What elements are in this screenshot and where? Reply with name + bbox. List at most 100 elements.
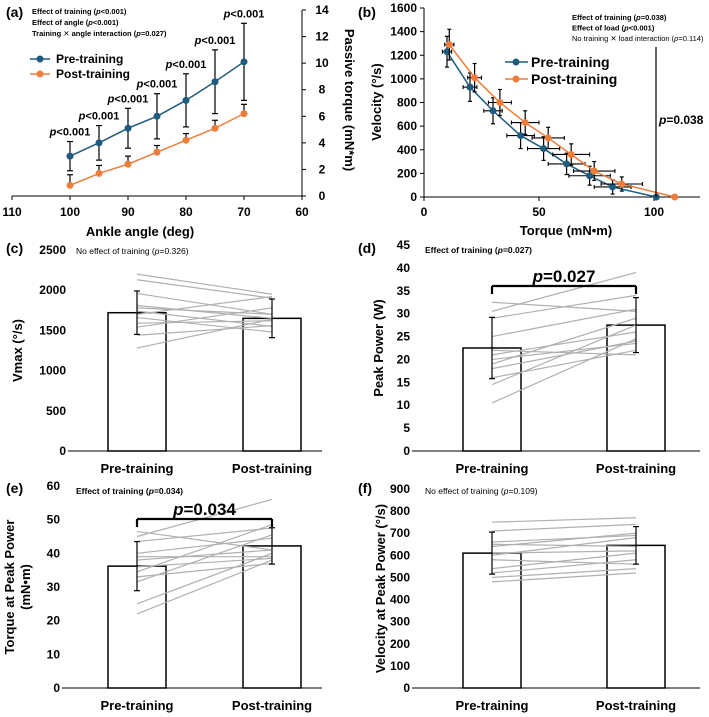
individual-subject-lines — [491, 517, 637, 583]
panel-label: (d) — [358, 240, 376, 256]
data-point — [153, 148, 161, 156]
stats-text: No effect of training (p=0.109) — [425, 486, 538, 496]
p-value-annotation: p<0.001 — [49, 127, 91, 139]
legend-marker — [36, 70, 44, 78]
p-value-annotation: p<0.001 — [194, 35, 236, 47]
panel-label: (c) — [6, 240, 23, 256]
data-point — [521, 119, 529, 127]
series-pre-training — [441, 35, 660, 201]
data-point — [445, 41, 453, 49]
panel-label: (f) — [358, 480, 372, 496]
y-tick-label: 5 — [403, 421, 410, 435]
individual-line — [136, 273, 273, 295]
bar-pre-training — [462, 552, 522, 689]
data-point — [563, 160, 571, 168]
y-tick-label: 800 — [397, 96, 417, 110]
x-tick-label: 60 — [295, 205, 309, 219]
y-tick-label: 30 — [397, 307, 411, 321]
significance-bracket — [490, 284, 638, 294]
y-tick-label: 10 — [47, 647, 61, 661]
y-tick-label: 0 — [403, 681, 410, 695]
panel-e: (e) 0 10 20 30 40 50 60 Torque at Peak Power (mN•… — [2, 479, 322, 713]
stats-text: Effect of training (p=0.027) — [425, 245, 532, 255]
individual-line — [136, 524, 273, 573]
individual-line — [491, 271, 637, 312]
legend-label: Post-training — [531, 71, 617, 87]
stats-line: Effect of angle (p<0.001) — [32, 18, 119, 27]
individual-line — [136, 316, 273, 333]
y-tick-label: 14 — [315, 3, 329, 17]
stats-line: Effect of training (p<0.001) — [32, 7, 127, 16]
data-point — [211, 124, 219, 132]
individual-line — [136, 537, 273, 554]
data-point — [182, 96, 190, 104]
y-tick-label: 900 — [390, 482, 410, 496]
y-tick-label: 45 — [397, 238, 411, 252]
p-value-annotation: p=0.038 — [658, 113, 704, 127]
data-point — [66, 181, 74, 189]
x-category-label: Pre-training — [101, 461, 174, 476]
legend-marker — [512, 58, 520, 66]
p-value-annotation: p<0.001 — [223, 8, 265, 20]
data-point — [489, 107, 497, 115]
individual-line — [491, 559, 637, 565]
individual-subject-lines — [136, 273, 273, 349]
data-point — [211, 78, 219, 86]
individual-line — [136, 552, 273, 605]
stats-line: Effect of load (p<0.001) — [572, 24, 655, 33]
individual-line — [491, 537, 637, 556]
y-tick-label: 25 — [397, 330, 411, 344]
y-tick-label: 30 — [47, 580, 61, 594]
y-tick-label: 2500 — [39, 243, 66, 257]
data-point — [609, 183, 617, 191]
data-point — [517, 132, 525, 140]
individual-line — [136, 320, 273, 324]
error-bar — [489, 316, 495, 380]
legend-label: Pre-training — [531, 54, 610, 70]
y-tick-label: 1400 — [390, 25, 417, 39]
data-point — [153, 112, 161, 120]
y-tick-label: 600 — [390, 548, 410, 562]
bar-post-training — [606, 544, 666, 689]
p-value-annotation: p<0.001 — [136, 79, 178, 91]
x-tick-label: 110 — [2, 205, 22, 219]
bar-post-training — [242, 317, 302, 452]
error-bar — [633, 297, 639, 354]
y-tick-label: 1500 — [39, 323, 66, 337]
data-point — [95, 169, 103, 177]
y-axis-title: Vmax (°/s) — [10, 319, 25, 382]
y-axis-title: Passive torque (mN*m) — [342, 29, 357, 171]
individual-line — [491, 294, 637, 319]
individual-subject-lines — [491, 271, 637, 404]
legend-marker — [512, 75, 520, 83]
error-bar — [134, 540, 140, 592]
y-tick-label: 300 — [390, 615, 410, 629]
individual-line — [136, 279, 273, 299]
individual-line — [491, 331, 637, 356]
individual-line — [491, 324, 637, 386]
legend-marker — [36, 55, 44, 63]
stats-line: No training ✕ load interaction (p=0.114) — [572, 34, 704, 43]
x-category-label: Pre-training — [456, 698, 529, 713]
error-bar — [633, 525, 639, 565]
individual-line — [136, 324, 273, 336]
x-tick-label: 100 — [644, 205, 664, 219]
y-tick-label: 200 — [397, 166, 417, 180]
y-tick-label: 400 — [397, 143, 417, 157]
data-point — [540, 145, 548, 153]
y-tick-label: 0 — [319, 189, 326, 203]
data-point — [496, 99, 504, 106]
y-tick-label: 20 — [47, 614, 61, 628]
y-tick-label: 40 — [397, 261, 411, 275]
legend-label: Post-training — [56, 67, 130, 81]
y-tick-label: 8 — [319, 83, 326, 97]
y-tick-label: 4 — [319, 136, 326, 150]
legend-label: Pre-training — [56, 52, 123, 66]
series-post-training — [444, 28, 679, 201]
y-tick-label: 0 — [403, 444, 410, 458]
data-point — [586, 172, 594, 180]
x-tick-label: 50 — [532, 205, 546, 219]
x-axis-title: Torque (mN•m) — [520, 223, 612, 238]
panel-a: (a) 110 100 90 80 70 60 0 2 4 6 8 10 12 14 Ankle angle … — [2, 3, 357, 239]
